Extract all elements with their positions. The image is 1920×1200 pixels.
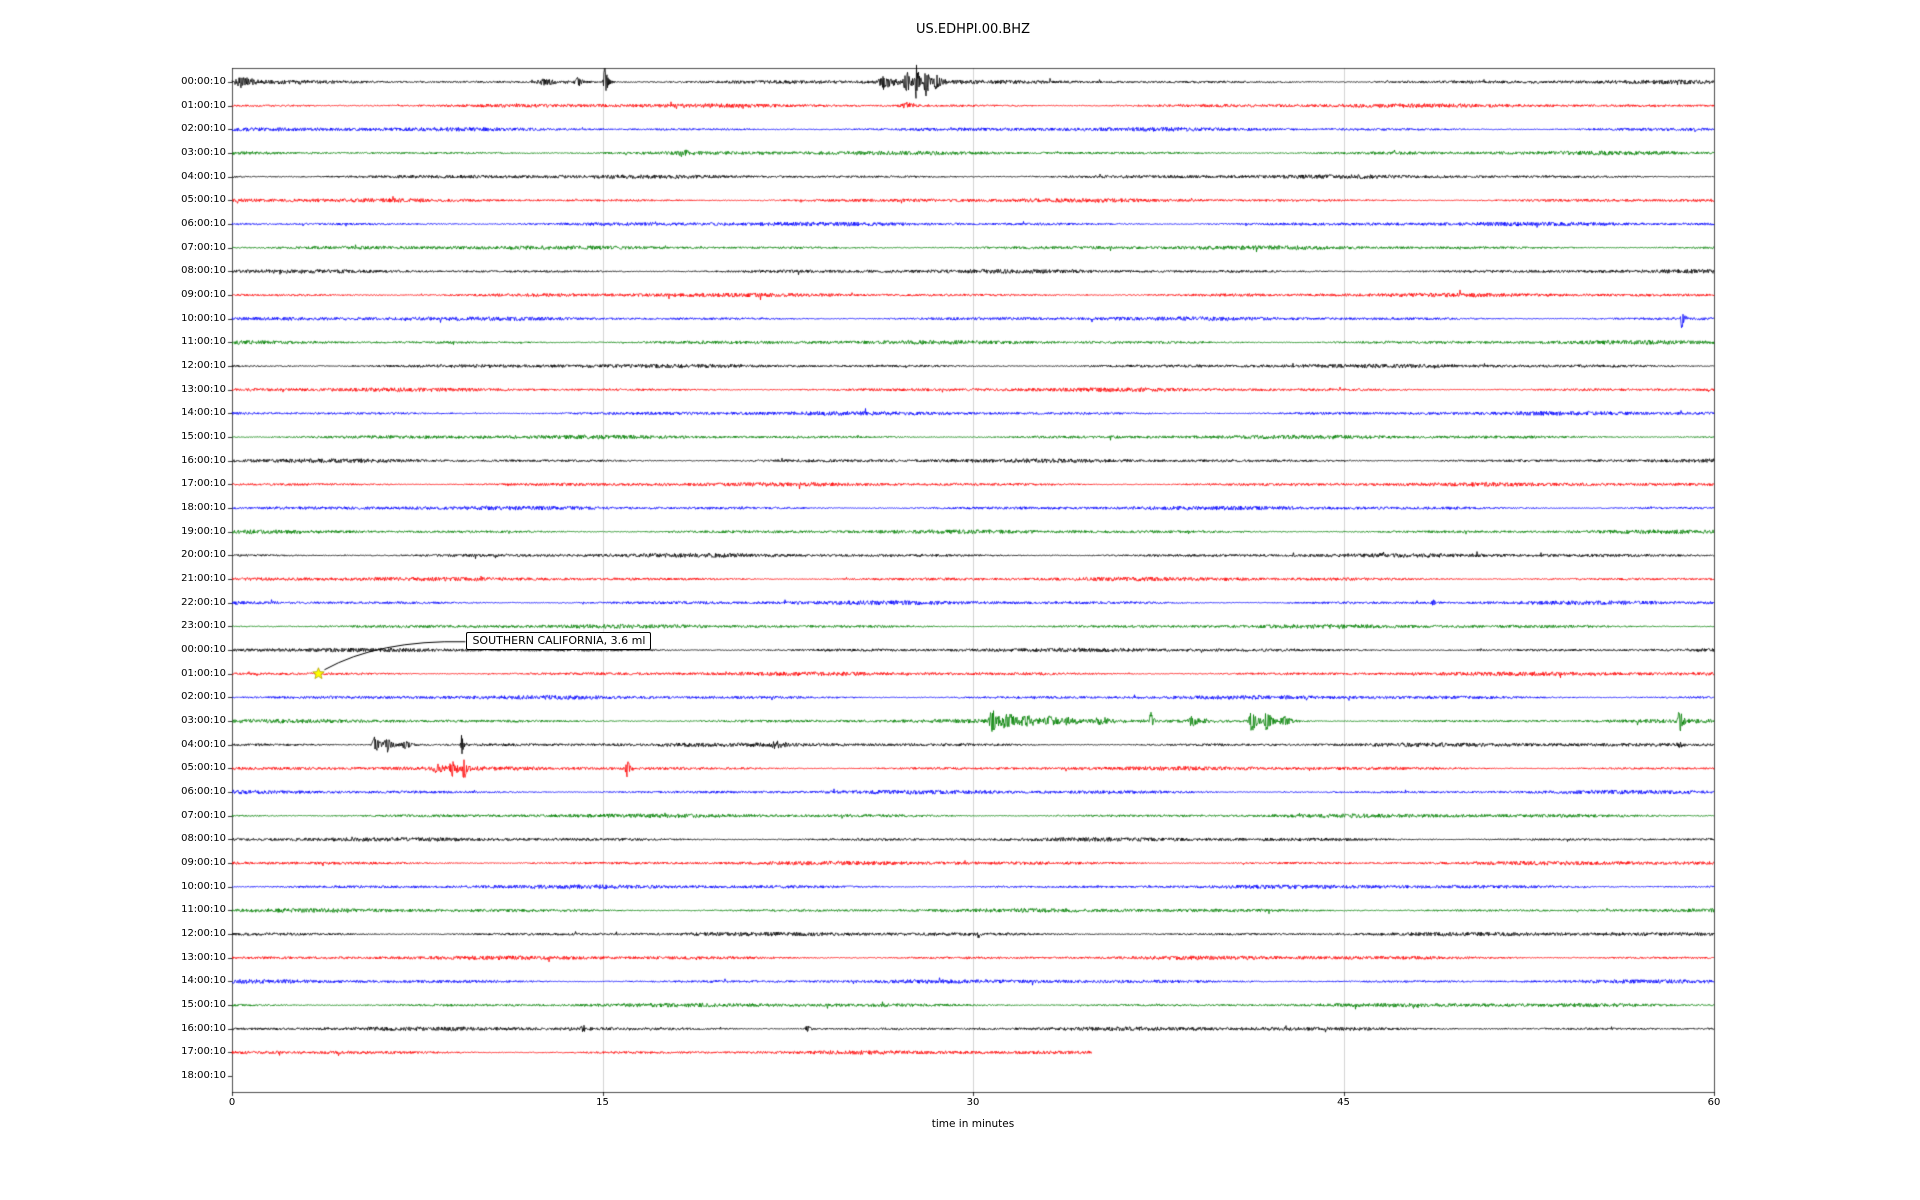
row-time-label: 08:00:10 xyxy=(181,265,226,277)
row-time-label: 01:00:10 xyxy=(181,667,226,679)
row-time-label: 03:00:10 xyxy=(181,715,226,727)
row-time-label: 16:00:10 xyxy=(181,454,226,466)
row-time-label: 09:00:10 xyxy=(181,289,226,301)
row-time-label: 12:00:10 xyxy=(181,928,226,940)
row-time-label: 08:00:10 xyxy=(181,833,226,845)
row-time-label: 05:00:10 xyxy=(181,762,226,774)
row-time-label: 02:00:10 xyxy=(181,123,226,135)
row-time-label: 07:00:10 xyxy=(181,241,226,253)
row-time-label: 14:00:10 xyxy=(181,975,226,987)
row-time-label: 20:00:10 xyxy=(181,549,226,561)
row-time-label: 22:00:10 xyxy=(181,596,226,608)
row-time-label: 02:00:10 xyxy=(181,691,226,703)
minute-tick-label: 60 xyxy=(1707,1097,1721,1108)
row-time-label: 13:00:10 xyxy=(181,951,226,963)
row-time-label: 10:00:10 xyxy=(181,312,226,324)
row-time-label: 03:00:10 xyxy=(181,147,226,158)
row-time-label: 12:00:10 xyxy=(181,360,226,372)
row-time-label: 09:00:10 xyxy=(181,857,226,869)
x-axis-label: time in minutes xyxy=(931,1118,1015,1130)
chart-title: US.EDHPI.00.BHZ xyxy=(916,22,1030,37)
time-axis-labels: 00:00:10 01:00:10 02:00:10 03:00:10 04:00:10… xyxy=(0,0,226,1200)
row-time-label: 17:00:10 xyxy=(181,1046,226,1058)
row-time-label: 17:00:10 xyxy=(181,478,226,490)
row-time-label: 11:00:10 xyxy=(181,904,226,916)
row-time-label: 15:00:10 xyxy=(181,999,226,1011)
row-time-label: 11:00:10 xyxy=(181,336,226,348)
row-time-label: 05:00:10 xyxy=(181,194,226,206)
row-time-label: 16:00:10 xyxy=(181,1022,226,1034)
row-time-label: 04:00:10 xyxy=(181,170,226,182)
row-time-label: 07:00:10 xyxy=(181,809,226,821)
minute-tick-label: 15 xyxy=(596,1097,609,1108)
row-time-label: 18:00:10 xyxy=(181,502,226,514)
row-time-label: 19:00:10 xyxy=(181,525,226,537)
row-time-label: 18:00:10 xyxy=(181,1070,226,1082)
row-time-label: 21:00:10 xyxy=(181,573,226,585)
row-time-label: 01:00:10 xyxy=(181,99,226,111)
row-time-label: 13:00:10 xyxy=(181,383,226,395)
event-annotation: SOUTHERN CALIFORNIA, 3.6 ml xyxy=(466,631,652,650)
row-time-label: 15:00:10 xyxy=(181,431,226,443)
row-time-label: 06:00:10 xyxy=(181,218,226,230)
row-time-label: 04:00:10 xyxy=(181,738,226,750)
minute-tick-label: 30 xyxy=(966,1097,980,1108)
row-time-label: 06:00:10 xyxy=(181,786,226,798)
minute-tick-label: 45 xyxy=(1337,1097,1350,1108)
row-time-label: 14:00:10 xyxy=(181,407,226,419)
row-time-label: 23:00:10 xyxy=(181,620,226,632)
row-time-label: 00:00:10 xyxy=(181,76,226,87)
row-time-label: 10:00:10 xyxy=(181,880,226,892)
row-time-label: 00:00:10 xyxy=(181,644,226,656)
minute-tick-label: 0 xyxy=(228,1097,236,1108)
